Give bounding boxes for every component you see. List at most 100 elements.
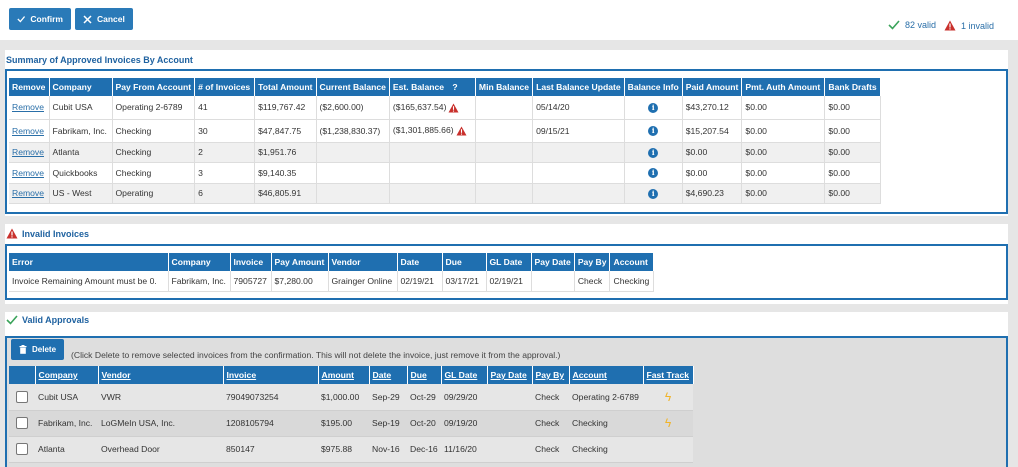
col-pay-date[interactable]: Pay Date [487,366,533,384]
info-icon[interactable]: i [648,168,659,178]
col-company: Company [168,253,231,271]
info-icon[interactable]: i [648,126,659,136]
info-icon[interactable]: i [648,147,659,158]
col-vendor[interactable]: Vendor [98,366,224,384]
est-balance-label: Est. Balance [392,82,445,92]
drafts-cell: $0.00 [824,142,881,163]
check-icon [888,20,900,30]
valid-title: Valid Approvals [22,315,90,325]
col-company[interactable]: Company [35,366,99,384]
info-icon[interactable]: i [648,102,659,113]
check-icon [17,16,26,23]
date-cell: 02/19/21 [397,271,443,292]
pay-by-cell: Check [532,410,569,437]
col-gl-date[interactable]: GL Date [441,366,488,384]
cancel-button[interactable]: Cancel [75,8,133,30]
row-checkbox[interactable] [16,417,28,429]
col-pay-by: Pay By [574,253,611,271]
confirm-button[interactable]: Confirm [9,8,71,30]
account-cell: Checking [112,162,196,184]
current-balance-cell [316,142,390,163]
col-invoice[interactable]: Invoice [223,366,319,384]
summary-section: Summary of Approved Invoices By Account … [5,50,1008,216]
table-row: Cubit USA VWR 79049073254 $1,000.00 Sep-… [9,384,693,411]
auth-cell: $0.00 [741,183,826,204]
paid-cell: $15,207.54 [682,119,743,143]
account-cell: Operating 2-6789 [569,384,643,411]
gl-date-cell: 09/29/20 [441,384,487,411]
drafts-cell: $0.00 [824,96,881,120]
col-date[interactable]: Date [369,366,408,384]
info-icon[interactable]: i [648,188,659,199]
lightning-icon[interactable]: ϟ [664,389,672,404]
account-cell: Checking [569,436,643,463]
valid-section-header: Valid Approvals [5,312,1008,336]
count-cell: 2 [194,142,256,163]
paid-cell: $4,690.23 [682,183,743,204]
remove-link[interactable]: Remove [12,188,44,198]
remove-link[interactable]: Remove [12,167,44,178]
col-company: Company [49,78,113,96]
close-icon [83,14,92,24]
trash-icon [19,345,27,354]
current-balance-cell: ($1,238,830.37) [316,119,390,143]
row-checkbox[interactable] [16,443,28,455]
lightning-icon[interactable]: ϟ [664,416,672,430]
invalid-table: Error Company Invoice Pay Amount Vendor … [9,253,655,292]
invoice-cell: 79049073254 [223,384,318,411]
invalid-header-row: Error Company Invoice Pay Amount Vendor … [9,253,655,271]
confirm-label: Confirm [30,14,63,24]
invoice-cell: 7905727 [230,271,272,292]
min-balance-cell [475,142,534,163]
col-due[interactable]: Due [407,366,442,384]
col-account[interactable]: Account [569,366,644,384]
last-update-cell [532,142,625,163]
valid-table: Company Vendor Invoice Amount Date Due G… [9,366,694,463]
invoice-cell: 1208105794 [223,410,318,437]
remove-link[interactable]: Remove [12,125,44,136]
date-cell: Sep-19 [369,410,407,437]
delete-hint: (Click Delete to remove selected invoice… [71,350,561,360]
fast-track-cell: ϟ [643,384,693,411]
total-cell: $46,805.91 [254,183,317,204]
pay-by-cell: Check [532,384,569,411]
warning-icon [456,126,467,136]
col-amount[interactable]: Amount [318,366,370,384]
delete-button[interactable]: Delete [11,339,65,360]
company-cell: Quickbooks [49,162,113,184]
invoice-cell: 850147 [223,436,318,463]
due-cell: Oct-29 [407,384,441,411]
paid-cell: $0.00 [682,162,743,184]
col-min-balance: Min Balance [475,78,534,96]
drafts-cell: $0.00 [824,183,881,204]
col-pay-date: Pay Date [531,253,575,271]
vendor-cell: LoGMeIn USA, Inc. [98,410,223,437]
col-date: Date [397,253,443,271]
remove-link[interactable]: Remove [12,102,44,113]
est-balance-cell: ($165,637.54) [389,96,476,120]
last-update-cell [532,183,625,204]
warning-icon [448,103,459,113]
gl-date-cell: 11/16/20 [441,436,487,463]
company-cell: US - West [49,183,113,204]
gl-date-cell: 02/19/21 [486,271,532,292]
est-balance-value: ($165,637.54) [392,101,447,112]
col-pay-by[interactable]: Pay By [532,366,570,384]
account-cell: Checking [609,271,655,292]
balance-info-cell: i [624,162,683,184]
last-update-cell: 09/15/21 [532,119,625,143]
min-balance-cell [475,96,534,120]
amount-cell: $1,000.00 [318,384,369,411]
remove-link[interactable]: Remove [12,147,44,157]
summary-table: Remove Company Pay From Account # of Inv… [9,78,881,204]
check-icon [6,315,18,325]
paid-cell: $43,270.12 [682,96,743,120]
amount-cell: $7,280.00 [271,271,329,292]
pay-date-cell [531,271,575,292]
warning-icon [944,20,956,31]
col-last-balance-update: Last Balance Update [532,78,625,96]
help-icon[interactable]: ? [452,82,458,92]
row-checkbox[interactable] [16,390,28,403]
balance-info-cell: i [624,119,683,143]
col-fast-track[interactable]: Fast Track [643,366,694,384]
